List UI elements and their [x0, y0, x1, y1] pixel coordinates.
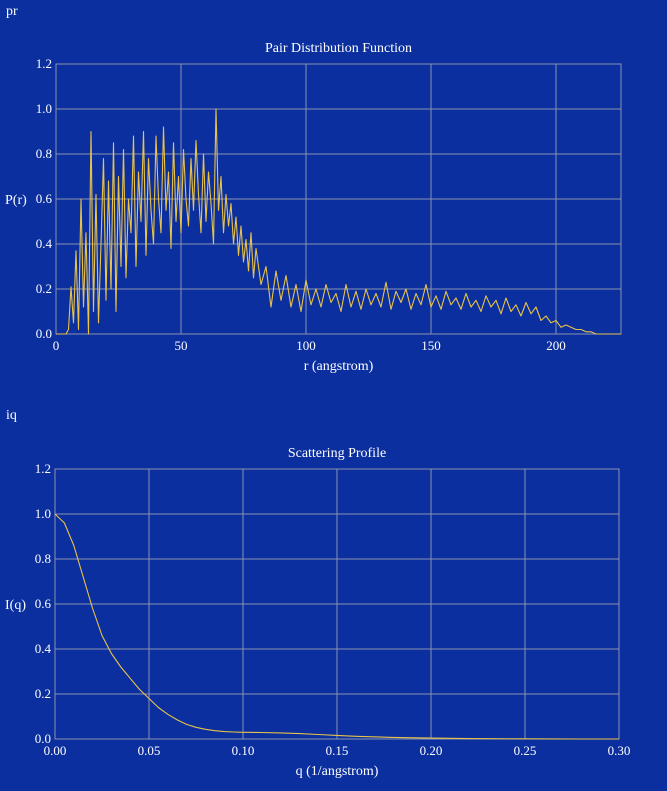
- plot-frame: [54, 468, 620, 740]
- y-tick-label: 0.0: [35, 731, 51, 746]
- y-tick-label: 0.0: [36, 326, 52, 341]
- series-line: [54, 513, 619, 740]
- plot-frame: [55, 63, 622, 335]
- pair-distribution-chart: Pair Distribution Function 0 50 100 150 200 0.…: [5, 41, 622, 374]
- section-label-pr: pr: [6, 4, 18, 19]
- x-tick-label: 150: [421, 338, 441, 353]
- y-tick-label: 0.8: [35, 551, 51, 566]
- y-tick-label: 0.2: [35, 686, 51, 701]
- y-tick-label: 0.6: [36, 191, 53, 206]
- y-tick-label: 0.6: [35, 596, 52, 611]
- y-tick-label: 1.2: [36, 56, 52, 71]
- section-label-iq: iq: [6, 408, 17, 423]
- y-tick-label: 1.0: [35, 506, 51, 521]
- x-tick-label: 0.10: [232, 743, 255, 758]
- x-tick-label: 0.00: [44, 743, 67, 758]
- x-tick-label: 0: [53, 338, 60, 353]
- x-tick-label: 50: [175, 338, 188, 353]
- x-tick-label: 0.20: [420, 743, 443, 758]
- y-tick-label: 0.2: [36, 281, 52, 296]
- y-tick-label: 1.0: [36, 101, 52, 116]
- x-tick-label: 0.30: [608, 743, 631, 758]
- y-tick-label: 0.4: [36, 236, 53, 251]
- x-tick-label: 0.15: [326, 743, 349, 758]
- y-tick-label: 0.8: [36, 146, 52, 161]
- x-axis-label: r (angstrom): [304, 359, 374, 374]
- series-line: [56, 108, 621, 335]
- y-axis-label: P(r): [5, 193, 27, 208]
- chart-title: Scattering Profile: [288, 446, 386, 461]
- x-axis-label: q (1/angstrom): [296, 764, 379, 779]
- scattering-profile-chart: Scattering Profile 0.00 0.05 0.10 0.15 0.20 0.…: [5, 446, 631, 779]
- x-tick-label: 0.05: [138, 743, 161, 758]
- y-tick-label: 1.2: [35, 461, 51, 476]
- x-tick-label: 200: [546, 338, 566, 353]
- x-tick-label: 0.25: [514, 743, 537, 758]
- y-axis-label: I(q): [5, 598, 26, 613]
- y-tick-label: 0.4: [35, 641, 52, 656]
- chart-title: Pair Distribution Function: [265, 41, 412, 56]
- x-tick-label: 100: [296, 338, 316, 353]
